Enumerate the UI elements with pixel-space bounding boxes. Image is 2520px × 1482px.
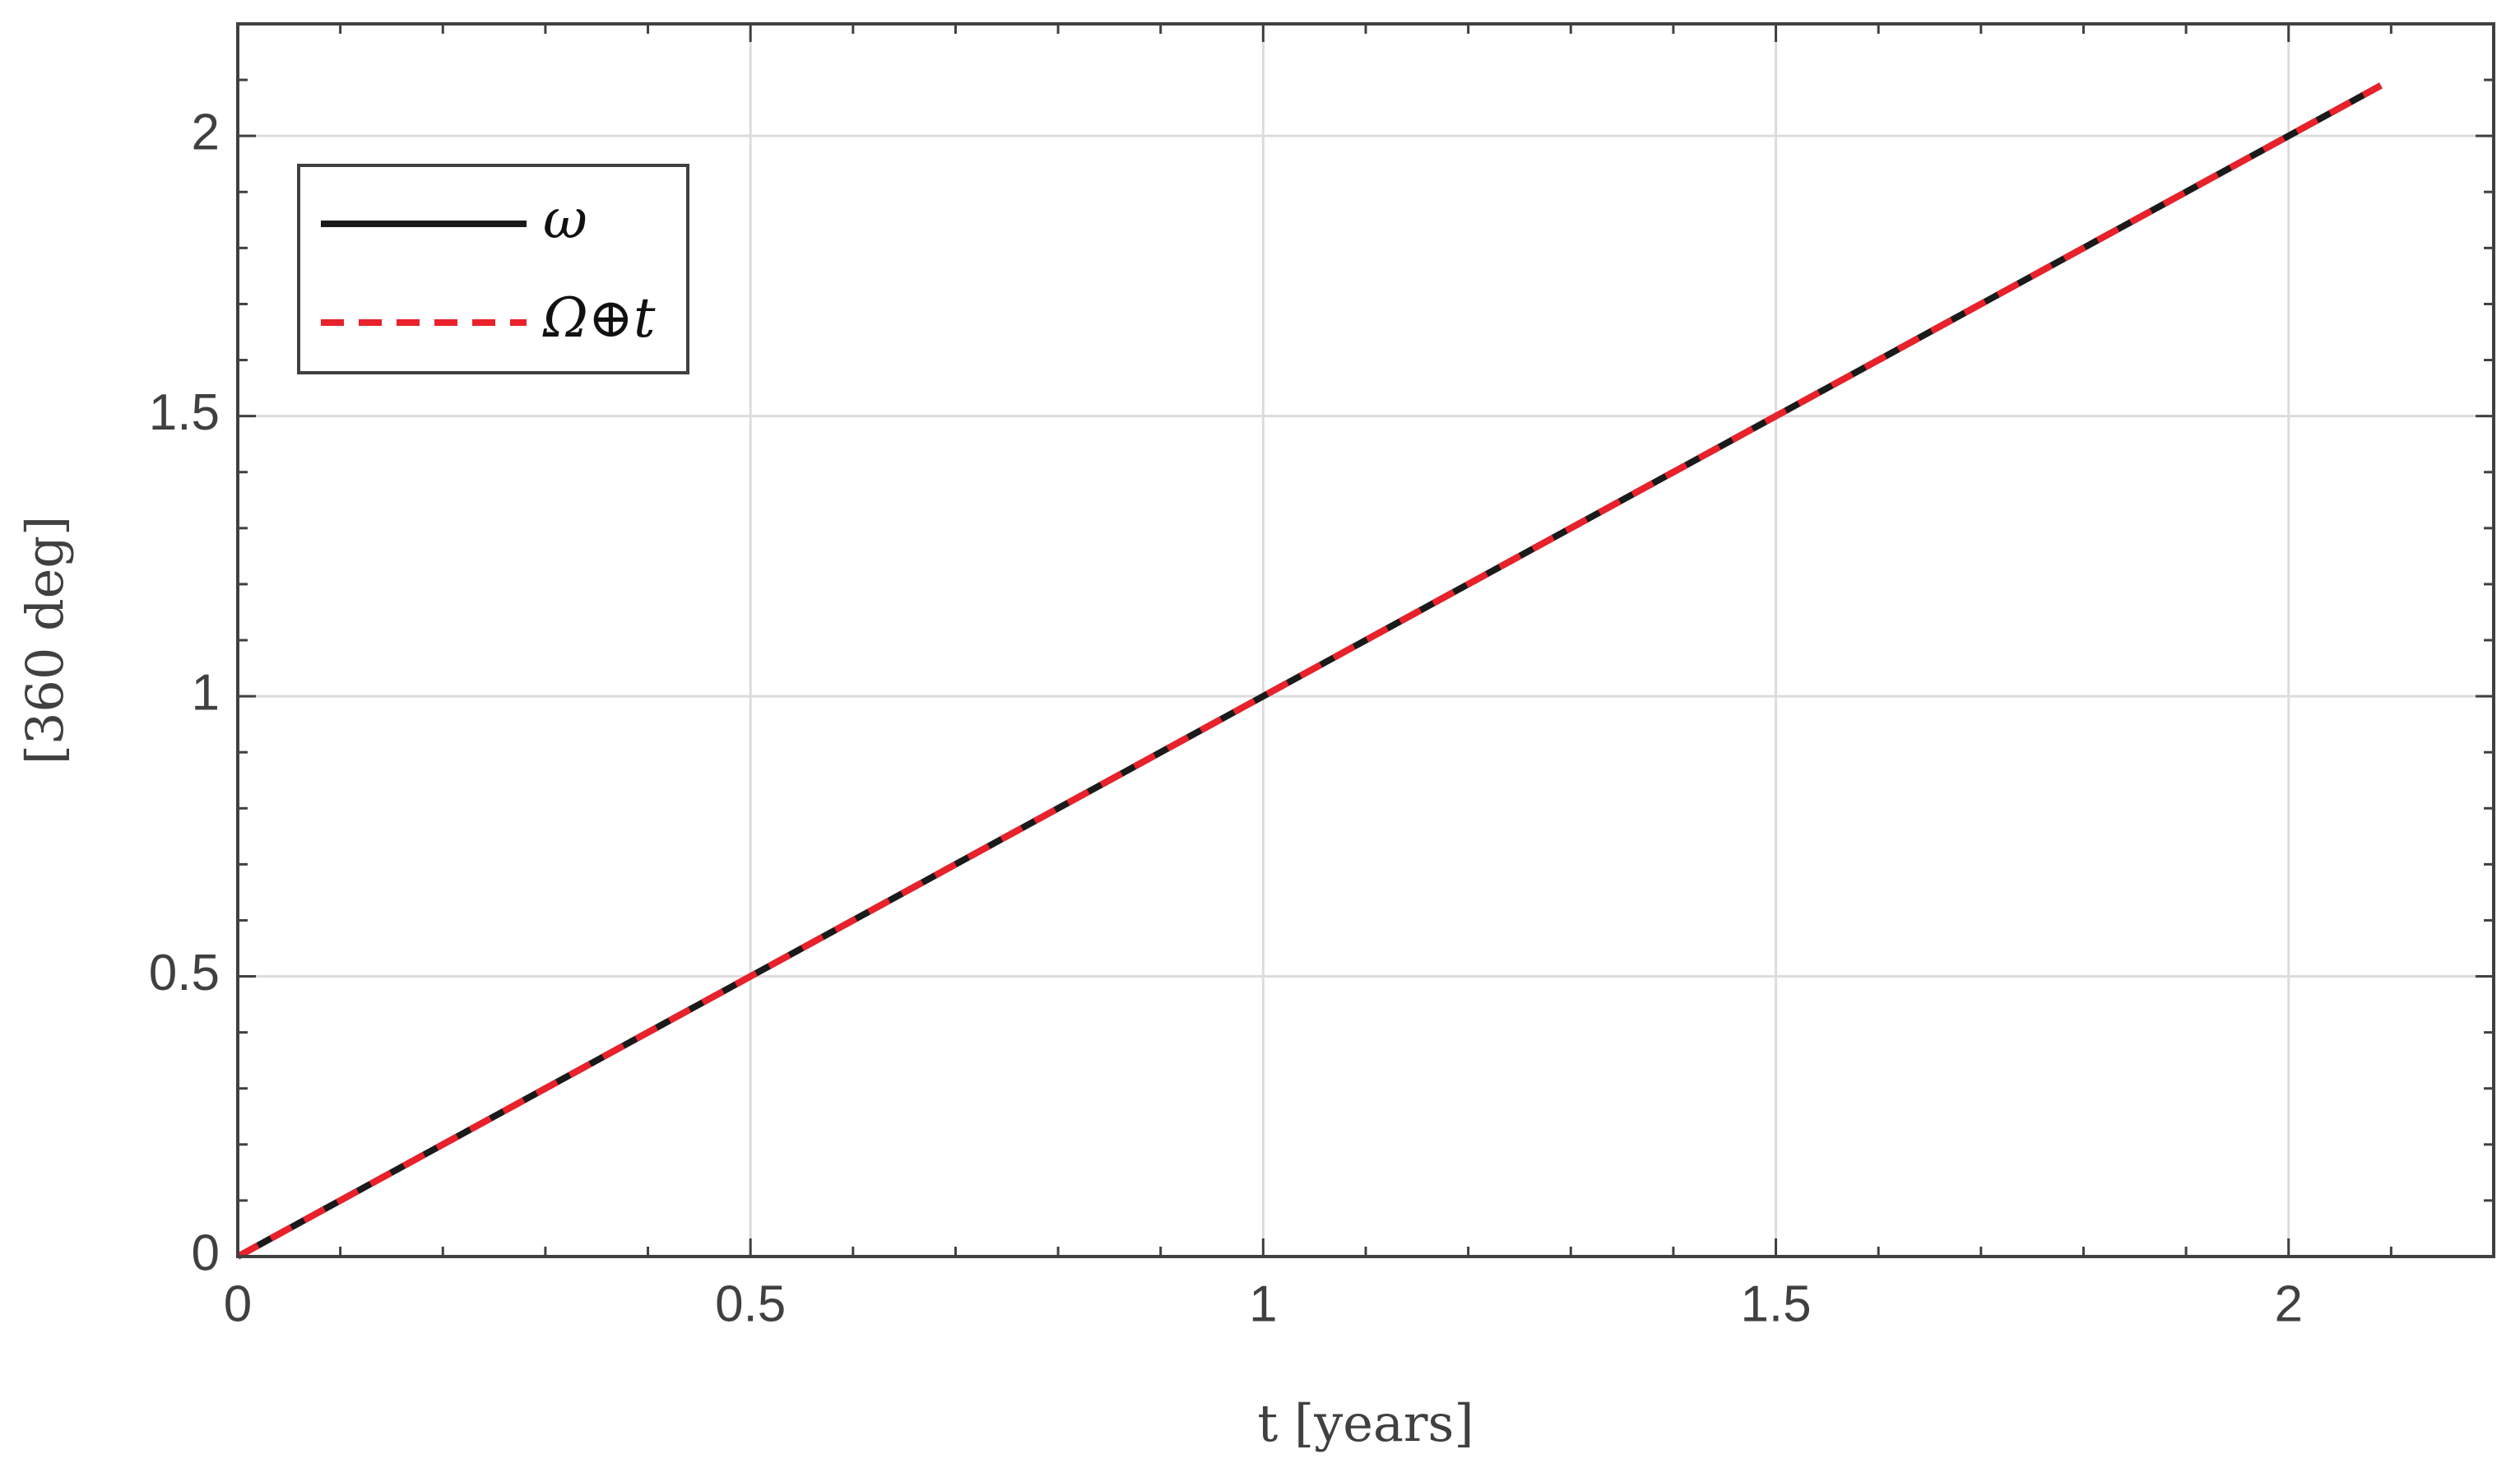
y-tick-label: 2 [192,105,220,161]
y-tick-label: 1 [192,664,220,721]
y-tick-label: 1.5 [149,384,220,441]
y-tick-label: 0.5 [149,945,220,1001]
x-tick-label: 1 [1249,1275,1277,1332]
x-tick-label: 1.5 [1740,1275,1811,1332]
legend-label: Ω⊕t [542,286,656,350]
x-axis-label: t [years] [1257,1393,1473,1453]
x-tick-label: 2 [2274,1275,2302,1332]
legend-label: ω [543,188,587,251]
y-tick-label: 0 [192,1224,220,1281]
series-line [236,82,2383,1260]
x-tick-label: 0.5 [715,1275,786,1332]
legend: ω Ω⊕t [297,164,689,374]
x-tick-label: 0 [224,1275,252,1332]
legend-box [297,164,689,374]
y-axis-label: [360 deg] [15,516,75,765]
axes-frame [236,22,2495,1258]
